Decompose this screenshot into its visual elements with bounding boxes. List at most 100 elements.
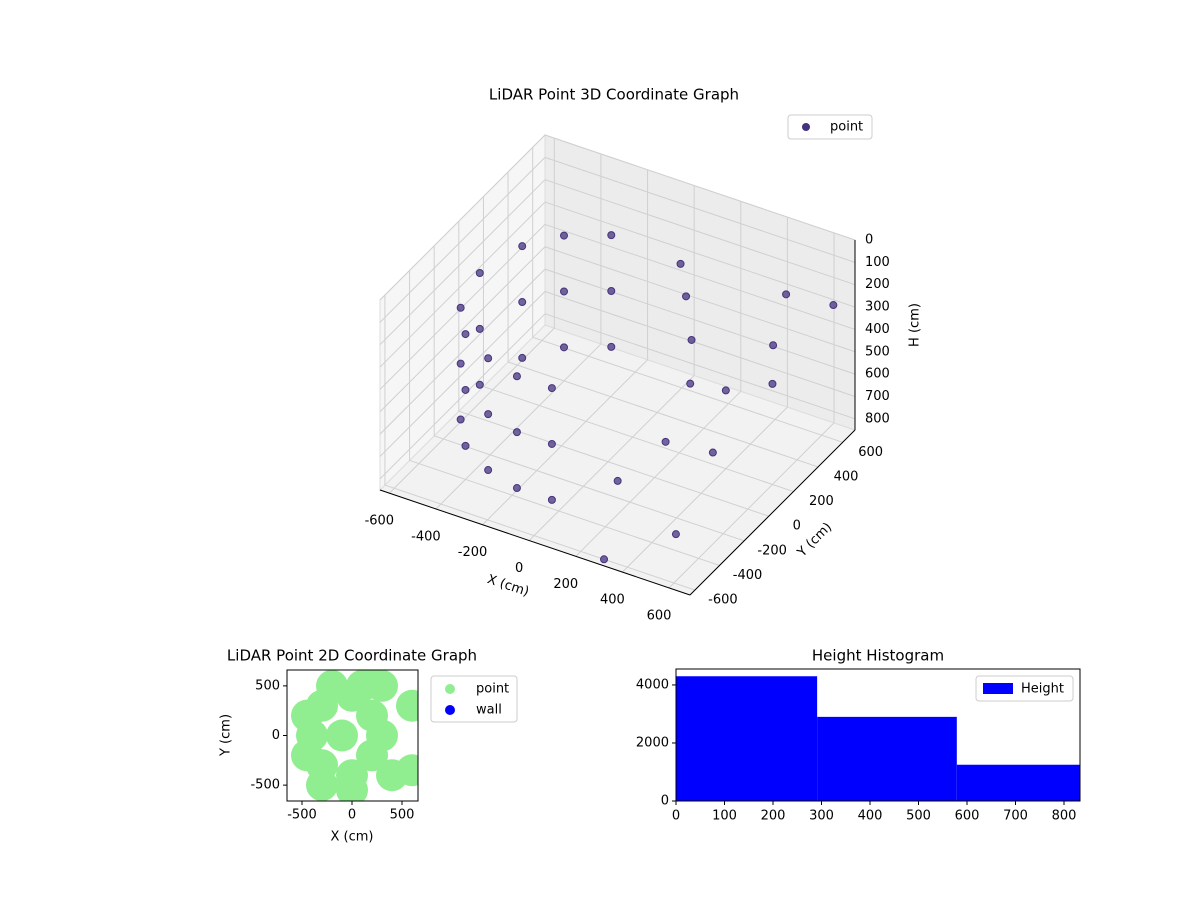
legend-box [787, 114, 873, 140]
grid-line [379, 134, 546, 301]
legend-marker [802, 123, 810, 131]
x-tick-label: 800 [1052, 809, 1077, 824]
grid-line [483, 386, 794, 493]
x-tick-label: 0 [515, 561, 523, 576]
x-tick-label: -500 [287, 808, 317, 823]
y-tick-label: 0 [272, 728, 280, 743]
y-tick-label: -500 [250, 778, 280, 793]
x-tick-label: 200 [553, 577, 578, 592]
grid-line [544, 223, 856, 330]
x-tick-label: 400 [600, 593, 625, 608]
z-tick-label: 100 [865, 255, 890, 270]
y-tick-label: 500 [255, 678, 280, 693]
grid-line [544, 290, 856, 397]
point [676, 259, 685, 268]
y-tick-label: 400 [834, 469, 859, 484]
point [686, 379, 695, 388]
legend-marker [983, 683, 1013, 694]
x-tick-label: 600 [955, 809, 980, 824]
point [547, 439, 556, 448]
point [600, 555, 609, 564]
x-tick-label: 400 [858, 809, 883, 824]
point [475, 269, 484, 278]
z-tick-label: 200 [865, 277, 890, 292]
z-tick-label: 500 [865, 344, 890, 359]
point [326, 719, 358, 752]
grid-line [507, 361, 819, 468]
grid-line [482, 359, 648, 526]
point [512, 428, 521, 437]
y-tick-label: -600 [708, 593, 738, 608]
point [547, 384, 556, 393]
point [356, 670, 388, 692]
point [518, 353, 527, 362]
z-tick-label: 400 [865, 322, 890, 337]
point [461, 330, 470, 339]
point [768, 379, 777, 388]
y-tick-label: 0 [661, 794, 669, 809]
point [366, 719, 398, 752]
point [671, 530, 680, 539]
point [559, 231, 568, 240]
grid-line [532, 336, 843, 443]
axis-line [689, 429, 856, 596]
grid-line [544, 246, 856, 353]
y-tick-label: 4000 [636, 677, 669, 692]
x-tick-label: 0 [672, 809, 680, 824]
grid-line [544, 179, 856, 286]
grid-line [379, 156, 546, 323]
grid-line [575, 390, 742, 557]
x-tick-label: -200 [458, 545, 488, 560]
y-tick-label: 600 [858, 445, 883, 460]
grid-line [379, 291, 546, 457]
grid-line [388, 327, 555, 494]
legend-box [975, 675, 1074, 702]
point [456, 359, 465, 368]
z-tick-label: 300 [865, 300, 890, 315]
legend-label: Height [1021, 682, 1064, 697]
chart-title: LiDAR Point 2D Coordinate Graph [227, 647, 477, 665]
grid-line [544, 156, 856, 263]
legend-marker [445, 705, 455, 715]
point [518, 298, 527, 307]
point [607, 231, 616, 240]
point [396, 754, 418, 787]
z-tick-label: 0 [865, 233, 873, 248]
legend-label: point [476, 682, 509, 697]
x-tick-label: -600 [365, 514, 395, 529]
point [829, 301, 838, 310]
axis-line [379, 489, 691, 596]
grid-line [379, 313, 546, 480]
z-tick-label: 600 [865, 367, 890, 382]
grid-line [435, 343, 602, 510]
point [687, 335, 696, 344]
point [316, 670, 348, 702]
x-tick-label: 600 [647, 608, 672, 623]
chart-title: Height Histogram [812, 647, 944, 665]
bar [956, 764, 1080, 801]
point [461, 385, 470, 394]
legend-box [430, 675, 518, 723]
point [461, 441, 470, 450]
y-tick-label: 2000 [636, 735, 669, 750]
x-tick-label: -400 [411, 529, 441, 544]
point [291, 699, 323, 732]
point [396, 689, 418, 722]
point [682, 292, 691, 301]
point [559, 287, 568, 296]
point [512, 372, 521, 381]
x-tick-label: 200 [761, 809, 786, 824]
point [336, 774, 368, 801]
y-tick-label: -200 [757, 543, 787, 558]
point [721, 386, 730, 395]
grid-line [528, 375, 695, 541]
x-axis-label: X (cm) [331, 830, 374, 845]
point [613, 476, 622, 485]
grid-line [434, 435, 745, 542]
grid-line [544, 134, 856, 241]
bar [817, 716, 957, 801]
grid-line [622, 406, 788, 573]
point [484, 466, 493, 475]
legend-label: point [830, 120, 863, 135]
grid-line [379, 179, 546, 346]
